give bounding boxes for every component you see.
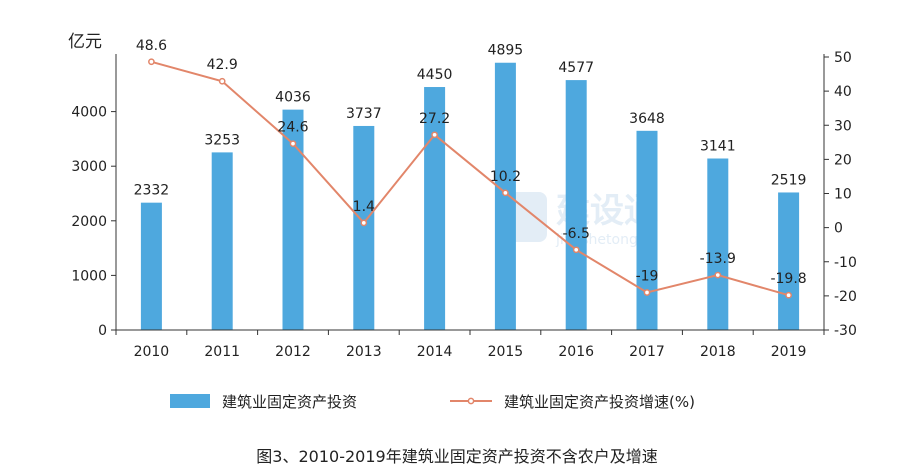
growth-point-2011 (218, 77, 226, 85)
growth-point-2014 (431, 131, 438, 139)
right-tick-label: -30 (834, 323, 857, 339)
growth-point-2013 (360, 219, 368, 227)
growth-point-2010 (148, 58, 155, 66)
growth-value-label: -19 (636, 268, 659, 284)
bar-2019 (778, 192, 800, 330)
left-tick-label: 0 (98, 323, 107, 339)
growth-value-label: 42.9 (207, 57, 238, 73)
growth-value-label: 1.4 (353, 199, 375, 215)
bar-2013 (353, 125, 375, 330)
x-tick-label: 2018 (700, 344, 736, 360)
x-tick-label: 2010 (134, 344, 170, 360)
right-tick-label: 10 (834, 187, 852, 203)
growth-point-2012 (289, 140, 297, 148)
right-tick-label: 20 (834, 152, 852, 168)
legend-bar-label: 建筑业固定资产投资 (222, 393, 357, 411)
left-tick-label: 3000 (71, 159, 107, 175)
right-tick-label: 0 (834, 221, 843, 237)
growth-point-2017 (643, 289, 651, 296)
growth-value-label: -13.9 (700, 251, 736, 267)
left-tick-label: 4000 (71, 105, 107, 121)
growth-point-2015 (502, 189, 509, 197)
axes: 0 1000 2000 3000 4000 -30 -20 -10 0 10 20 30 40 50 201… (71, 50, 857, 360)
bar-value-label: 3737 (346, 106, 382, 122)
growth-value-label: 48.6 (136, 38, 167, 54)
bar-value-label: 3253 (204, 132, 240, 148)
bar-2012 (282, 109, 304, 330)
bar-value-label: 2332 (134, 183, 170, 199)
bar-value-label: 4450 (417, 67, 453, 83)
bar-series (140, 62, 800, 331)
x-tick-label: 2013 (346, 344, 382, 360)
growth-value-label: -19.8 (770, 271, 806, 287)
growth-value-label: 24.6 (277, 120, 308, 136)
bar-2015 (494, 62, 516, 330)
x-tick-label: 2014 (417, 344, 453, 360)
chart-caption: 图3、2010-2019年建筑业固定资产投资不含农户及增速 (256, 447, 657, 466)
bar-2016 (565, 80, 587, 331)
legend-line-label: 建筑业固定资产投资增速(%) (504, 393, 695, 411)
growth-line (151, 60, 789, 297)
bar-value-label: 2519 (771, 172, 807, 188)
legend: 建筑业固定资产投资 建筑业固定资产投资增速(%) (170, 393, 695, 411)
growth-value-label: 27.2 (419, 111, 450, 127)
growth-point-2016 (572, 246, 580, 254)
right-tick-label: 30 (834, 118, 852, 134)
growth-value-label: -6.5 (563, 226, 590, 242)
left-axis-unit: 亿元 (68, 32, 102, 52)
x-tick-label: 2015 (488, 344, 524, 360)
bar-2010 (140, 202, 162, 330)
x-tick-label: 2016 (558, 344, 594, 360)
growth-point-2019 (785, 291, 792, 299)
right-tick-label: 50 (834, 50, 852, 66)
data-labels: 2332 3253 4036 3737 4450 4895 4577 3648 3141 2519… (134, 38, 807, 287)
left-tick-label: 1000 (71, 268, 107, 284)
growth-point-2018 (714, 271, 722, 279)
growth-value-label: 10.2 (490, 169, 521, 185)
x-tick-label: 2011 (204, 344, 240, 360)
legend-bar-swatch (170, 394, 210, 408)
bar-2011 (211, 152, 233, 330)
bar-2014 (424, 87, 446, 330)
right-tick-label: -20 (834, 289, 857, 305)
right-tick-label: -10 (834, 255, 857, 271)
bar-value-label: 4895 (488, 43, 524, 59)
x-tick-label: 2019 (771, 344, 807, 360)
bar-value-label: 4036 (275, 90, 311, 106)
right-tick-label: 40 (834, 84, 852, 100)
bar-2017 (636, 130, 658, 330)
x-tick-label: 2012 (275, 344, 311, 360)
left-tick-label: 2000 (71, 214, 107, 230)
bar-value-label: 3648 (629, 111, 665, 127)
bar-2018 (707, 158, 729, 330)
bar-value-label: 3141 (700, 139, 736, 155)
line-series (148, 58, 792, 299)
x-tick-label: 2017 (629, 344, 665, 360)
bar-value-label: 4577 (558, 60, 594, 76)
legend-line-marker (467, 397, 475, 405)
